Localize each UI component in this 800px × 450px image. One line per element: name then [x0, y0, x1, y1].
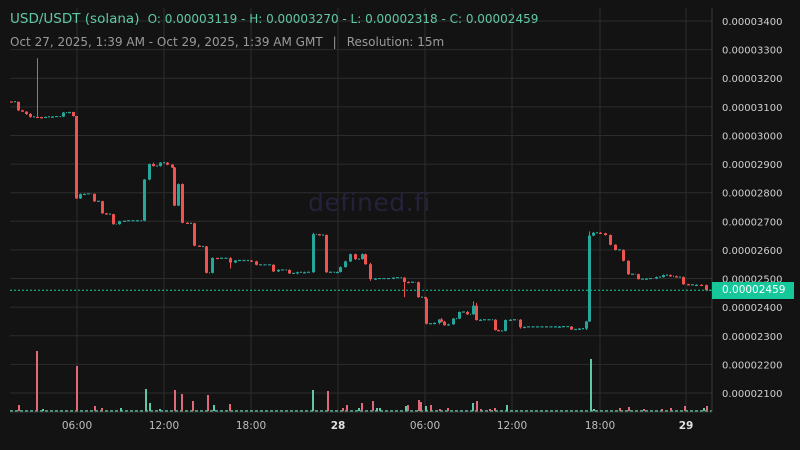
pair-name: USD/USDT (solana): [10, 11, 140, 27]
price-tick-label: 0.00002700: [722, 217, 782, 228]
date-range: Oct 27, 2025, 1:39 AM - Oct 29, 2025, 1:…: [10, 35, 323, 49]
time-tick-label: 29: [679, 420, 694, 432]
resolution-label: Resolution: 15m: [346, 35, 445, 49]
price-tick-label: 0.00003100: [722, 103, 782, 114]
time-tick-label: 12:00: [497, 420, 527, 432]
separator: |: [332, 35, 337, 49]
price-tick-label: 0.00002500: [722, 275, 782, 286]
price-tick-label: 0.00002300: [722, 332, 782, 343]
watermark-logo: defined.fi: [308, 188, 431, 217]
price-tick-label: 0.00002400: [722, 303, 782, 314]
title-line: USD/USDT (solana) O: 0.00003119 - H: 0.0…: [10, 10, 538, 29]
time-tick-label: 12:00: [149, 420, 179, 432]
time-tick-label: 28: [331, 420, 346, 432]
time-tick-label: 06:00: [62, 420, 92, 432]
time-tick-label: 18:00: [236, 420, 266, 432]
chart-header: USD/USDT (solana) O: 0.00003119 - H: 0.0…: [10, 10, 538, 50]
price-tick-label: 0.00003000: [722, 131, 782, 142]
price-tick-label: 0.00003400: [722, 17, 782, 28]
price-tick-label: 0.00002600: [722, 246, 782, 257]
price-tick-label: 0.00003200: [722, 74, 782, 85]
price-tick-label: 0.00003300: [722, 46, 782, 57]
range-line: Oct 27, 2025, 1:39 AM - Oct 29, 2025, 1:…: [10, 34, 538, 50]
ohlc-values: O: 0.00003119 - H: 0.00003270 - L: 0.000…: [147, 12, 539, 26]
time-axis[interactable]: 06:00 12:00 18:00 28 06:00 12:00 18:00 29: [62, 420, 693, 432]
price-tick-label: 0.00002200: [722, 360, 782, 371]
price-axis[interactable]: 0.00003400 0.00003300 0.00003200 0.00003100…: [722, 17, 782, 400]
price-candles: [10, 58, 711, 332]
price-tick-label: 0.00002800: [722, 189, 782, 200]
grid-lines: [10, 8, 712, 412]
time-tick-label: 18:00: [585, 420, 615, 432]
price-tick-label: 0.00002100: [722, 389, 782, 400]
price-tick-label: 0.00002900: [722, 160, 782, 171]
last-price-tag: 0.00002459: [712, 282, 794, 300]
time-tick-label: 06:00: [410, 420, 440, 432]
volume-bars: [10, 351, 712, 412]
